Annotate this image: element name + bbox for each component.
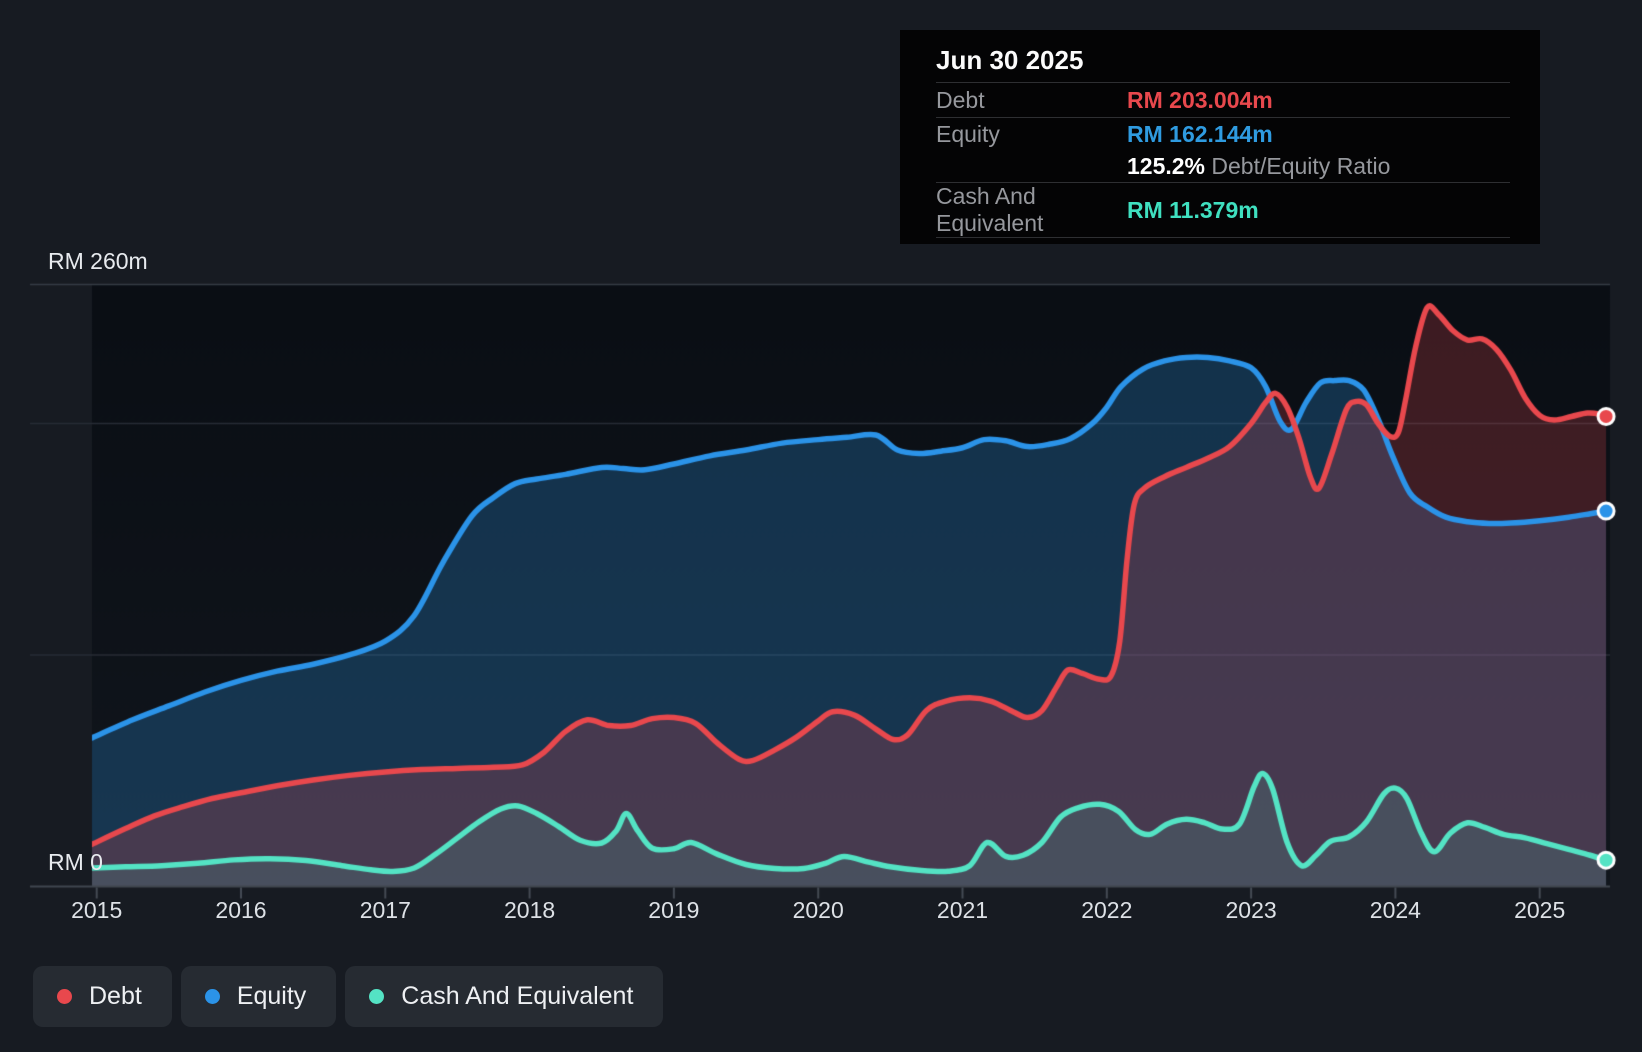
legend-equity-label: Equity	[236, 982, 307, 1010]
x-axis-label: 2024	[1369, 897, 1421, 923]
legend-chip-debt[interactable]: Debt	[33, 966, 172, 1027]
tooltip-cash-row: Cash And Equivalent RM 11.379m	[936, 183, 1510, 237]
tooltip-cash-label: Cash And Equivalent	[936, 183, 1044, 236]
equity-series-dot-icon	[204, 989, 220, 1004]
x-axis-label: 2021	[936, 897, 989, 923]
x-axis-label: 2023	[1225, 897, 1277, 923]
chart-legend: Debt Equity Cash And Equivalent	[33, 966, 664, 1027]
tooltip-equity-value: RM 162.144m	[1127, 120, 1273, 147]
x-axis-label: 2025	[1514, 897, 1566, 923]
x-axis-label: 2018	[504, 897, 556, 923]
x-axis-label: 2020	[792, 897, 844, 923]
tooltip-bottom-divider	[936, 237, 1510, 241]
y-axis-max-label: RM 260m	[48, 248, 148, 274]
tooltip-debt-row: Debt RM 203.004m	[936, 82, 1510, 117]
chart-tooltip: Jun 30 2025 Debt RM 203.004m Equity RM 1…	[900, 30, 1540, 244]
y-axis-zero-label: RM 0	[48, 849, 103, 875]
x-axis-label: 2017	[359, 897, 411, 923]
tooltip-debt-value: RM 203.004m	[1127, 86, 1273, 113]
tooltip-equity-label: Equity	[936, 120, 1000, 147]
x-axis-label: 2022	[1081, 897, 1133, 923]
legend-cash-label: Cash And Equivalent	[401, 982, 634, 1010]
tooltip-ratio-label: Debt/Equity Ratio	[1205, 152, 1391, 179]
x-axis-label: 2019	[648, 897, 700, 923]
x-axis-label: 2016	[215, 897, 267, 923]
tooltip-equity-row: Equity RM 162.144m	[936, 118, 1510, 150]
x-axis-label: 2015	[71, 897, 123, 923]
debt-series-dot-icon	[57, 989, 72, 1004]
cash-series-dot-icon	[369, 989, 385, 1004]
tooltip-ratio-value: 125.2% Debt/Equity Ratio	[1127, 152, 1391, 179]
legend-chip-equity[interactable]: Equity	[180, 966, 337, 1027]
tooltip-equity-block: Equity RM 162.144m 125.2% Debt/Equity Ra…	[936, 117, 1510, 183]
legend-chip-cash[interactable]: Cash And Equivalent	[345, 966, 664, 1027]
legend-debt-label: Debt	[89, 982, 142, 1010]
tooltip-date-title: Jun 30 2025	[936, 45, 1084, 75]
tooltip-debt-label: Debt	[936, 86, 985, 113]
tooltip-ratio-row: 125.2% Debt/Equity Ratio	[936, 150, 1510, 182]
tooltip-cash-value: RM 11.379m	[1127, 196, 1259, 223]
